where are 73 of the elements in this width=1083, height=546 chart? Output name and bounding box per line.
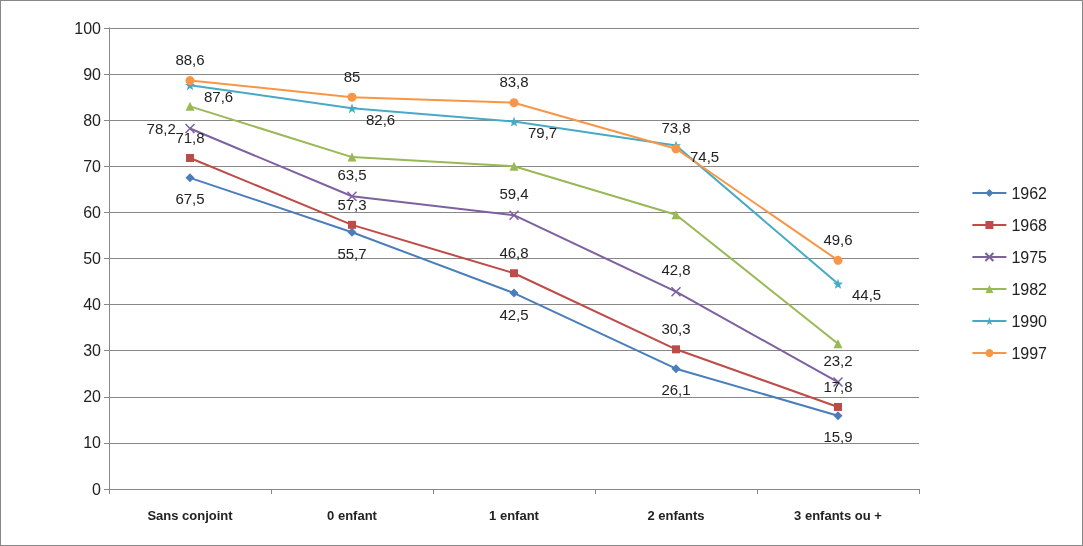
x-tick-label: 2 enfants xyxy=(647,508,705,523)
legend-label: 1982 xyxy=(1011,280,1048,298)
y-tick-label: 90 xyxy=(83,65,102,83)
point xyxy=(347,92,357,102)
data-label: 85 xyxy=(343,67,361,85)
data-label: 42,8 xyxy=(661,261,691,279)
point xyxy=(670,286,682,297)
data-label: 23,2 xyxy=(823,351,853,369)
point xyxy=(509,98,519,108)
data-label: 17,8 xyxy=(823,377,853,395)
y-tick-label: 40 xyxy=(83,296,102,314)
point xyxy=(833,255,843,265)
data-label: 46,8 xyxy=(499,244,529,262)
data-label: 78,2 xyxy=(146,120,176,137)
data-label: 59,4 xyxy=(499,184,529,202)
data-label: 42,5 xyxy=(499,305,529,323)
point xyxy=(672,345,680,354)
point xyxy=(184,123,196,134)
y-tick-label: 100 xyxy=(74,19,102,37)
data-label: 82,6 xyxy=(366,110,396,128)
x-tick-label: Sans conjoint xyxy=(147,508,234,523)
data-label: 57,3 xyxy=(337,195,367,213)
legend-label: 1962 xyxy=(1011,184,1048,202)
point xyxy=(510,269,518,278)
point xyxy=(671,144,681,154)
point xyxy=(185,101,195,111)
data-label: 26,1 xyxy=(661,381,691,399)
x-tick-label: 0 enfant xyxy=(327,508,378,523)
point xyxy=(347,152,357,162)
point xyxy=(347,227,357,237)
data-label: 49,6 xyxy=(823,230,853,248)
legend-label: 1968 xyxy=(1011,216,1048,234)
legend-label: 1975 xyxy=(1011,248,1048,266)
point xyxy=(348,220,356,229)
point xyxy=(671,364,681,374)
y-tick-label: 20 xyxy=(83,388,102,406)
point xyxy=(833,411,843,421)
data-label: 63,5 xyxy=(337,166,367,184)
data-label: 83,8 xyxy=(499,73,529,91)
data-label: 73,8 xyxy=(661,119,691,137)
y-tick-label: 30 xyxy=(83,342,102,360)
point xyxy=(509,288,519,298)
data-label: 87,6 xyxy=(204,87,234,105)
data-label: 88,6 xyxy=(175,51,205,69)
data-label: 30,3 xyxy=(661,320,691,338)
point xyxy=(834,402,842,411)
point xyxy=(185,76,195,86)
data-label: 15,9 xyxy=(823,428,853,446)
x-tick-label: 3 enfants ou + xyxy=(794,508,883,523)
point xyxy=(833,339,843,349)
data-label: 79,7 xyxy=(528,124,558,142)
point xyxy=(509,161,519,171)
y-tick-label: 0 xyxy=(92,480,102,498)
legend-label: 1997 xyxy=(1011,344,1048,362)
y-tick-label: 10 xyxy=(83,434,102,452)
y-tick-label: 80 xyxy=(83,111,102,129)
point xyxy=(671,210,681,220)
data-label: 55,7 xyxy=(337,244,367,262)
point xyxy=(833,278,843,289)
point xyxy=(185,173,195,183)
data-label: 67,5 xyxy=(175,190,205,208)
point xyxy=(186,154,194,162)
y-tick-label: 50 xyxy=(83,250,102,267)
data-label: 74,5 xyxy=(690,148,720,166)
point xyxy=(509,116,519,127)
point xyxy=(347,103,357,114)
data-label: 71,8 xyxy=(175,129,205,146)
x-tick-label: 1 enfant xyxy=(489,508,540,523)
legend-label: 1990 xyxy=(1011,312,1048,330)
data-label: 44,5 xyxy=(852,286,882,304)
point xyxy=(508,209,520,221)
y-tick-label: 70 xyxy=(83,157,102,175)
y-tick-label: 60 xyxy=(83,203,102,221)
